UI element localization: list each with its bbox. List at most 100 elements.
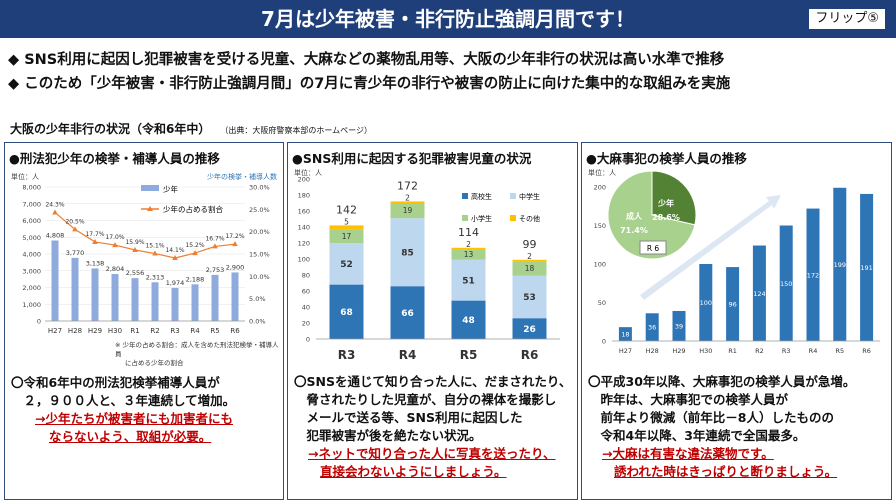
bar-value-label: 39 (675, 322, 683, 330)
title-bar: 7月は少年被害・非行防止強調月間です！ フリップ⑤ (0, 0, 896, 38)
segment-value-label: 51 (462, 276, 475, 286)
segment-value-label: 85 (401, 248, 414, 258)
y-tick-label: 200 (298, 176, 310, 184)
chart-1-legend: 少年 少年の占める割合 (141, 184, 223, 214)
bar-value-label: 2,313 (146, 273, 165, 281)
stacked-segment (390, 201, 425, 203)
legend-label-high: 高校生 (471, 192, 492, 201)
pie-label-juvenile: 少年 (657, 198, 674, 208)
desc-action: ならないよう、取組が必要。 (49, 429, 212, 444)
total-label: 142 (336, 203, 357, 216)
legend-swatch-elementary (462, 215, 468, 221)
bar-value-label: 4,808 (46, 231, 65, 239)
cannabis-chart: 単位：人 0 50 100 150 200 18 36 39 100 96 124 150 172 19… (588, 168, 880, 355)
bar-value-label: 2,900 (226, 263, 245, 271)
x-tick-label: H29 (672, 347, 685, 355)
stacked-segment (329, 225, 364, 230)
share-value-label: 20.5% (65, 218, 84, 225)
y2-tick-label: 20.0% (249, 228, 270, 236)
bar-value-label: 18 (621, 331, 629, 339)
segment-value-label: 19 (403, 206, 413, 215)
y-tick-label: 160 (298, 208, 310, 216)
desc-action: →大麻は有害な違法薬物です。 (602, 446, 774, 461)
x-tick-label: R4 (190, 327, 200, 335)
x-tick-label: H29 (88, 327, 102, 335)
segment-value-label: 2 (405, 193, 410, 202)
segment-value-label: 2 (466, 240, 471, 249)
x-tick-label: R2 (150, 327, 159, 335)
chart-2-legend: 高校生 中学生 小学生 その他 (462, 192, 540, 223)
desc-line: 〇令和6年中の刑法犯検挙補導人員が (11, 375, 220, 390)
y-tick-label: 40 (302, 304, 310, 312)
stacked-segment (451, 259, 486, 301)
segment-value-label: 5 (344, 217, 349, 226)
legend-swatch-middle (510, 193, 516, 199)
pie-slice (607, 170, 696, 260)
rising-arrow (640, 195, 781, 300)
y-tick-label: 8,000 (22, 184, 41, 192)
share-value-label: 17.2% (225, 233, 244, 240)
page-title: 7月は少年被害・非行防止強調月間です！ (261, 7, 635, 31)
x-tick-label: H28 (68, 327, 82, 335)
note-line-2: に占める少年の割合 (125, 359, 184, 367)
x-tick-label: R3 (338, 348, 356, 362)
x-tick-label: R6 (521, 348, 539, 362)
bullet-1: ◆ SNS利用に起因し犯罪被害を受ける児童、大麻などの薬物乱用等、大阪の少年非行… (8, 52, 725, 68)
bar-value-label: 191 (860, 264, 872, 272)
segment-value-label: 26 (523, 325, 536, 335)
bullet-2: ◆ このため「少年被害・非行防止強調月間」の7月に青少年の非行や被害の防止に向け… (8, 76, 731, 92)
bar-value-label: 3,138 (86, 259, 105, 267)
bar-cannabis (833, 187, 847, 341)
segment-value-label: 13 (464, 250, 474, 259)
desc-line: ２，９００人と、３年連続して増加。 (11, 393, 236, 408)
stacked-segment (512, 261, 547, 276)
bar-cannabis (726, 267, 740, 341)
bar-value-label: 36 (648, 324, 656, 332)
note-line-1: ※ 少年の占める割合：成人を含めた刑法犯検挙・補導人員 (115, 341, 279, 358)
pie-tag-box (639, 240, 667, 255)
bar-cannabis (779, 225, 793, 341)
y-tick-label: 100 (594, 261, 606, 269)
x-tick-label: R3 (170, 327, 179, 335)
segment-value-label: 66 (401, 309, 414, 319)
y-tick-label: 0 (37, 318, 41, 326)
panel-1-desc: 〇令和6年中の刑法犯検挙補導人員が ２，９００人と、３年連続して増加。 →少年た… (11, 374, 235, 446)
bar-juvenile (191, 284, 199, 321)
chart-1-unit-right: 少年の検挙・補導人数 (207, 172, 277, 181)
bar-value-label: 100 (700, 299, 712, 307)
share-value-label: 15.2% (185, 242, 204, 249)
total-label: 99 (523, 238, 537, 251)
desc-line: メールで送る等、SNS利用に起因した (294, 410, 523, 425)
x-tick-label: R1 (728, 347, 737, 355)
bar-juvenile (91, 268, 99, 321)
share-point (232, 241, 238, 247)
section-title-text: 大阪の少年非行の状況（令和6年中） (10, 122, 211, 136)
bar-value-label: 2,804 (106, 265, 125, 273)
share-value-label: 15.1% (145, 243, 164, 250)
share-point (112, 242, 118, 248)
legend-swatch-other (510, 215, 516, 221)
y-tick-label: 4,000 (22, 251, 41, 259)
x-tick-label: H28 (646, 347, 659, 355)
legend-label-middle: 中学生 (519, 192, 540, 201)
legend-label-elementary: 小学生 (471, 214, 492, 223)
y-tick-label: 2,000 (22, 284, 41, 292)
share-point (92, 238, 98, 244)
x-tick-label: R5 (460, 348, 478, 362)
y2-tick-label: 30.0% (249, 184, 270, 192)
share-point (72, 226, 78, 232)
bar-juvenile (171, 287, 179, 321)
cannabis-pie-chart (607, 170, 697, 260)
bar-cannabis (699, 264, 713, 341)
bar-juvenile (71, 257, 79, 321)
panel-cannabis: ●大麻事犯の検挙人員の推移 単位：人 0 50 100 150 200 18 36 39 10… (581, 142, 892, 500)
y-tick-label: 150 (594, 222, 606, 230)
x-tick-label: R4 (809, 347, 818, 355)
chart-2-unit: 単位：人 (294, 168, 322, 177)
desc-line: 前年より微減（前年比－8人）したものの (588, 410, 834, 425)
panel-3-desc: 〇平成30年以降、大麻事犯の検挙人員が急増。 昨年は、大麻事犯での検挙人員が 前… (588, 373, 855, 481)
share-point (192, 250, 198, 256)
share-value-label: 14.1% (165, 247, 184, 254)
total-label: 172 (397, 179, 418, 192)
panel-juvenile-crime: ●刑法犯少年の検挙・補導人員の推移 単位：人 少年の検挙・補導人数 0 1,000… (4, 142, 284, 500)
